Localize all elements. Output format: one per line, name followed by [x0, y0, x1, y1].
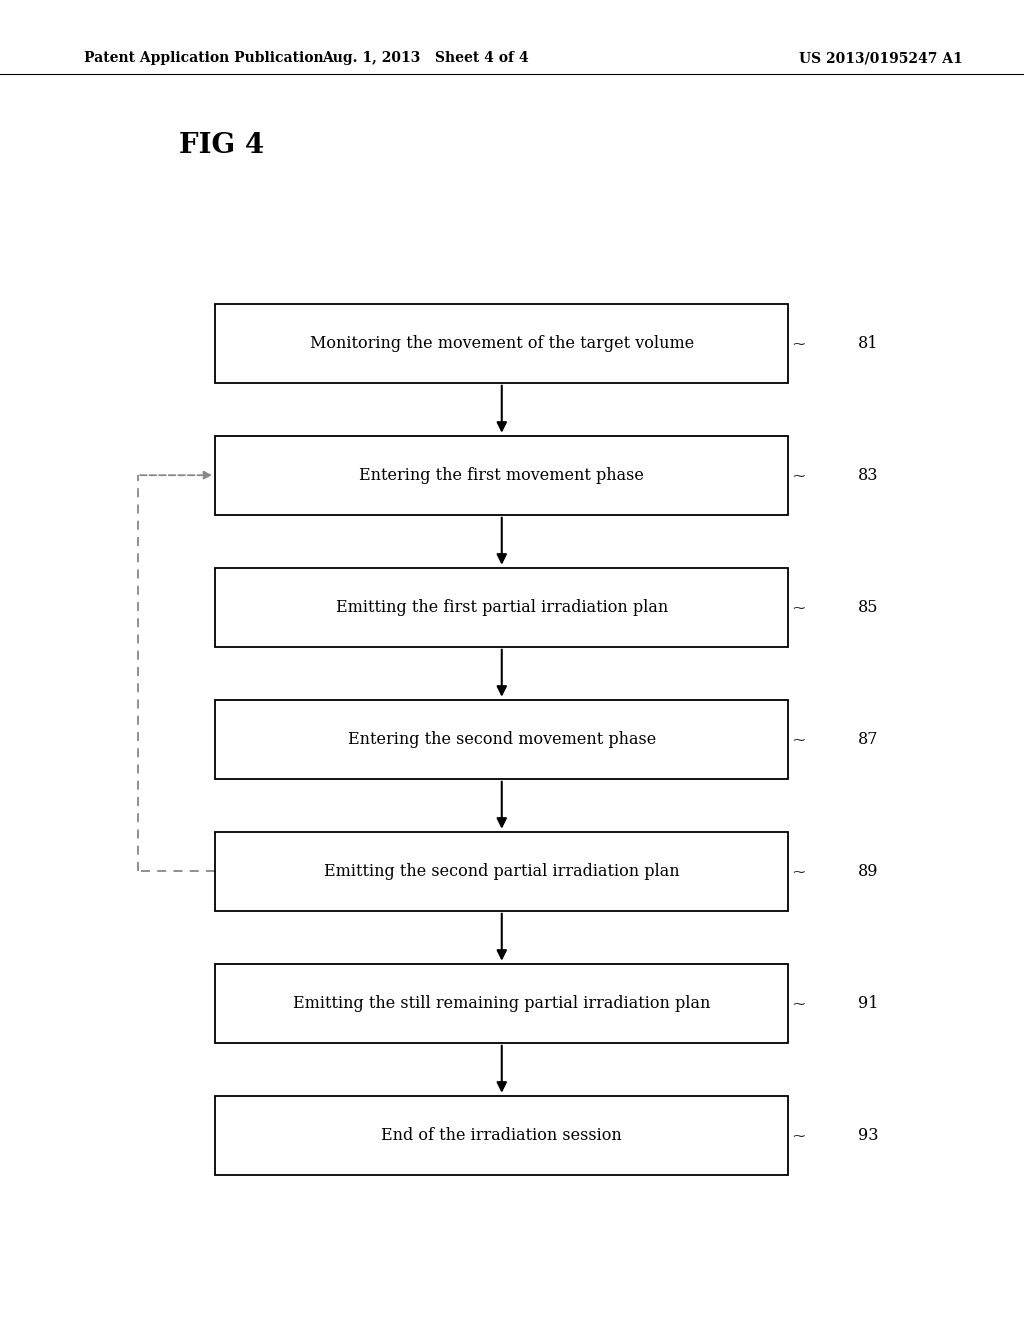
Text: ~: ~: [792, 335, 806, 351]
Text: ~: ~: [792, 467, 806, 483]
Text: End of the irradiation session: End of the irradiation session: [381, 1127, 623, 1143]
Text: 89: 89: [858, 863, 879, 879]
Text: Emitting the second partial irradiation plan: Emitting the second partial irradiation …: [324, 863, 680, 879]
FancyBboxPatch shape: [215, 568, 788, 647]
Text: 83: 83: [858, 467, 879, 483]
FancyBboxPatch shape: [215, 964, 788, 1043]
Text: Monitoring the movement of the target volume: Monitoring the movement of the target vo…: [309, 335, 694, 351]
Text: ~: ~: [792, 1127, 806, 1143]
FancyBboxPatch shape: [215, 1096, 788, 1175]
Text: Emitting the still remaining partial irradiation plan: Emitting the still remaining partial irr…: [293, 995, 711, 1011]
Text: Emitting the first partial irradiation plan: Emitting the first partial irradiation p…: [336, 599, 668, 615]
Text: Aug. 1, 2013   Sheet 4 of 4: Aug. 1, 2013 Sheet 4 of 4: [322, 51, 528, 65]
Text: Patent Application Publication: Patent Application Publication: [84, 51, 324, 65]
Text: FIG 4: FIG 4: [179, 132, 264, 158]
FancyBboxPatch shape: [215, 304, 788, 383]
Text: 93: 93: [858, 1127, 879, 1143]
Text: 91: 91: [858, 995, 879, 1011]
Text: US 2013/0195247 A1: US 2013/0195247 A1: [799, 51, 963, 65]
FancyBboxPatch shape: [215, 700, 788, 779]
Text: ~: ~: [792, 863, 806, 879]
Text: Entering the second movement phase: Entering the second movement phase: [347, 731, 656, 747]
Text: 81: 81: [858, 335, 879, 351]
Text: 87: 87: [858, 731, 879, 747]
FancyBboxPatch shape: [215, 832, 788, 911]
Text: 85: 85: [858, 599, 879, 615]
Text: ~: ~: [792, 599, 806, 615]
Text: ~: ~: [792, 731, 806, 747]
Text: ~: ~: [792, 995, 806, 1011]
FancyBboxPatch shape: [215, 436, 788, 515]
Text: Entering the first movement phase: Entering the first movement phase: [359, 467, 644, 483]
